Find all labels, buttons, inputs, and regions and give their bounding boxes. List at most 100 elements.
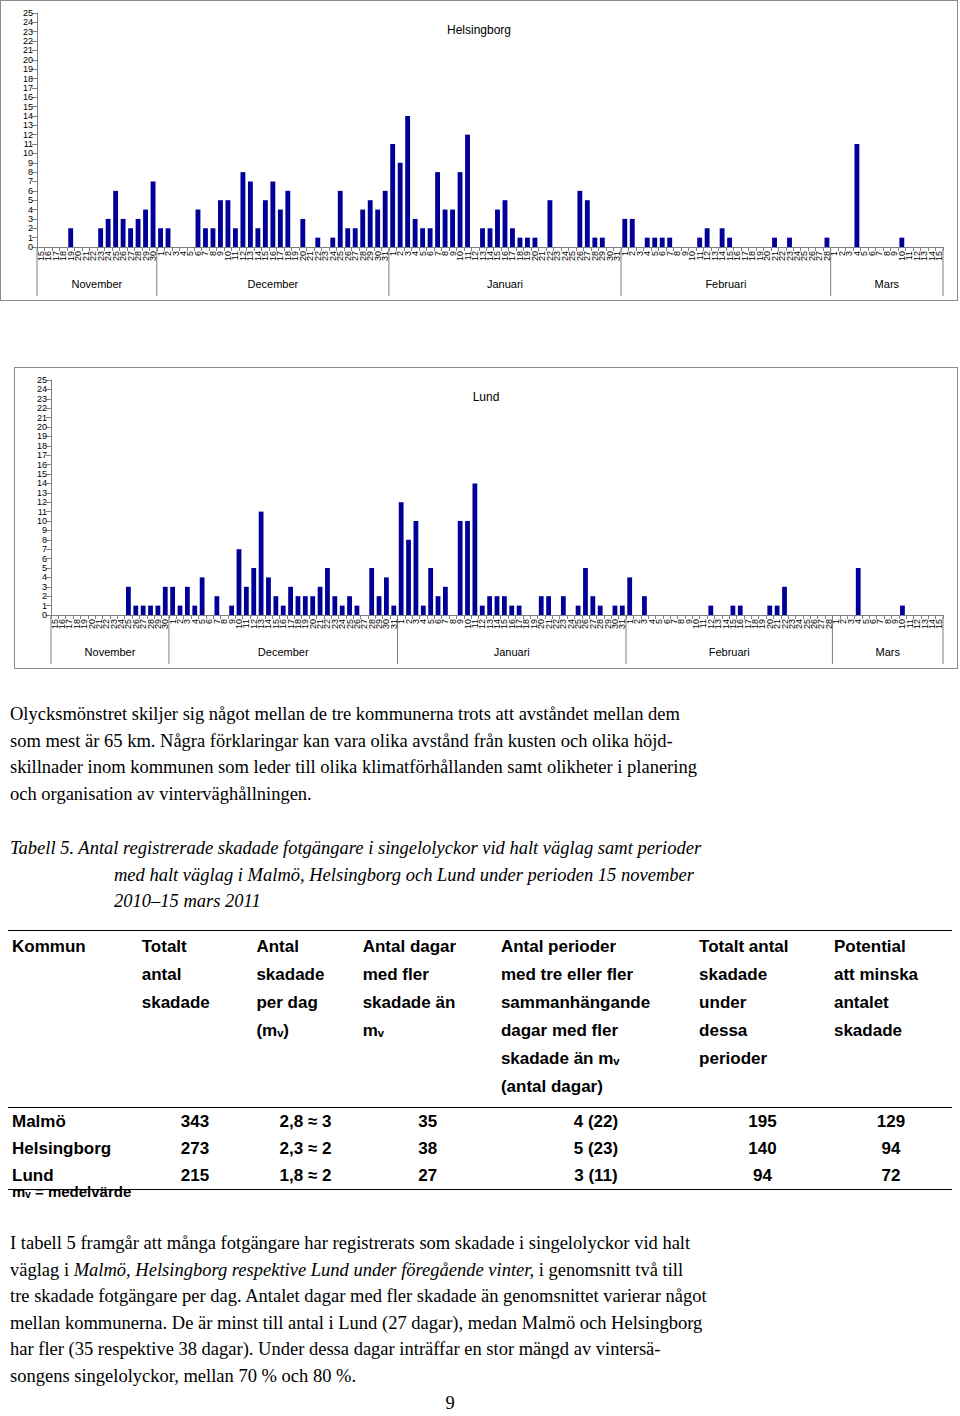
svg-text:22: 22 xyxy=(37,403,47,413)
svg-text:Januari: Januari xyxy=(487,278,523,290)
html-text:per dag: per dag xyxy=(256,993,318,1012)
html-text:mellan kommunerna. De är minst: mellan kommunerna. De är minst till anta… xyxy=(10,1312,703,1333)
html-text:(mᵥ): (mᵥ) xyxy=(256,1021,289,1040)
html-text:under: under xyxy=(699,993,747,1012)
svg-text:November: November xyxy=(85,646,136,658)
html-text:har fler (35 respektive 38 dag: har fler (35 respektive 38 dagar). Under… xyxy=(10,1339,661,1359)
html-text:skadade: skadade xyxy=(699,965,768,984)
svg-text:December: December xyxy=(247,278,298,290)
svg-text:11: 11 xyxy=(24,139,33,149)
html-text:Totalt antal: Totalt antal xyxy=(699,937,789,956)
svg-text:December: December xyxy=(258,646,309,658)
html-text:med fler: med fler xyxy=(362,965,429,984)
svg-text:16: 16 xyxy=(37,460,47,470)
svg-text:17: 17 xyxy=(37,450,47,460)
svg-text:4: 4 xyxy=(42,572,47,582)
html-text:Antal: Antal xyxy=(256,937,299,956)
svg-text:6: 6 xyxy=(28,186,33,196)
svg-text:Mars: Mars xyxy=(875,278,900,290)
svg-text:Januari: Januari xyxy=(494,646,530,658)
html-text:och organisation av vintervägh: och organisation av vinterväghållningen. xyxy=(10,783,312,804)
svg-text:11: 11 xyxy=(38,507,47,517)
html-text:songens singelolyckor, mellan: songens singelolyckor, mellan 70 % och 8… xyxy=(10,1365,357,1386)
svg-text:22: 22 xyxy=(23,36,33,46)
svg-text:November: November xyxy=(72,278,123,290)
svg-text:18: 18 xyxy=(37,441,47,451)
svg-text:1: 1 xyxy=(42,601,47,611)
html-text:Antal perioder: Antal perioder xyxy=(500,937,617,956)
svg-text:25: 25 xyxy=(37,375,47,385)
svg-text:15: 15 xyxy=(37,469,47,479)
svg-text:13: 13 xyxy=(23,120,33,130)
html-text:antal: antal xyxy=(141,965,182,984)
html-text:2010–15 mars 2011: 2010–15 mars 2011 xyxy=(114,891,261,911)
html-text:med halt väglag i Malmö, Helsi: med halt väglag i Malmö, Helsingborg och… xyxy=(114,864,694,885)
svg-text:7: 7 xyxy=(42,544,47,554)
html-text:väglag i Malmö, Helsingborg re: väglag i Malmö, Helsingborg respektive L… xyxy=(10,1259,684,1280)
svg-text:7: 7 xyxy=(28,176,33,186)
svg-text:0: 0 xyxy=(28,242,33,252)
svg-text:4: 4 xyxy=(28,205,33,215)
svg-text:10: 10 xyxy=(37,516,47,526)
svg-text:15: 15 xyxy=(23,102,33,112)
svg-text:1: 1 xyxy=(28,233,33,243)
html-text:skadade: skadade xyxy=(141,993,210,1012)
html-text:skadade än mᵥ: skadade än mᵥ xyxy=(500,1049,620,1068)
svg-text:6: 6 xyxy=(42,554,47,564)
svg-text:20: 20 xyxy=(37,422,47,432)
html-text:skadade: skadade xyxy=(256,965,325,984)
svg-text:23: 23 xyxy=(23,27,33,37)
svg-text:9: 9 xyxy=(42,525,47,535)
html-text:tre skadade fotgängare per dag: tre skadade fotgängare per dag. Antalet … xyxy=(10,1286,707,1306)
svg-text:16: 16 xyxy=(23,92,33,102)
html-text:Totalt: Totalt xyxy=(141,937,187,956)
svg-text:18: 18 xyxy=(23,74,33,84)
html-text:som mest är 65 km. Några förkl: som mest är 65 km. Några förklaringar ka… xyxy=(10,730,673,751)
svg-text:5: 5 xyxy=(28,195,33,205)
svg-text:21: 21 xyxy=(23,45,33,55)
svg-text:21: 21 xyxy=(37,413,47,423)
svg-text:Februari: Februari xyxy=(709,646,750,658)
svg-text:15: 15 xyxy=(934,251,944,261)
svg-text:15: 15 xyxy=(934,619,944,629)
svg-text:14: 14 xyxy=(37,478,47,488)
svg-text:3: 3 xyxy=(42,582,47,592)
html-text:Tabell 5. Antal registrerade s: Tabell 5. Antal registrerade skadade fot… xyxy=(10,838,702,858)
html-text:Olycksmönstret skiljer sig någ: Olycksmönstret skiljer sig något mellan … xyxy=(10,704,680,724)
svg-text:17: 17 xyxy=(23,83,33,93)
html-text:Antal dagar: Antal dagar xyxy=(362,937,457,956)
svg-text:23: 23 xyxy=(37,394,47,404)
svg-text:20: 20 xyxy=(23,55,33,65)
svg-text:2: 2 xyxy=(42,591,47,601)
svg-text:13: 13 xyxy=(37,488,47,498)
svg-text:8: 8 xyxy=(42,535,47,545)
svg-text:5: 5 xyxy=(42,563,47,573)
svg-text:2: 2 xyxy=(28,223,33,233)
svg-text:24: 24 xyxy=(37,384,47,394)
svg-text:14: 14 xyxy=(23,111,33,121)
svg-text:10: 10 xyxy=(23,148,33,158)
svg-text:0: 0 xyxy=(42,610,47,620)
html-text:mᵥ: mᵥ xyxy=(362,1021,384,1040)
svg-text:3: 3 xyxy=(28,214,33,224)
html-text:sammanhängande: sammanhängande xyxy=(500,993,651,1012)
html-text:skillnader inom kommunen som l: skillnader inom kommunen som leder till … xyxy=(10,757,697,777)
svg-text:Helsingborg: Helsingborg xyxy=(447,23,511,37)
svg-text:8: 8 xyxy=(28,167,33,177)
svg-text:Lund: Lund xyxy=(473,390,500,404)
svg-text:Februari: Februari xyxy=(705,278,746,290)
svg-text:12: 12 xyxy=(23,130,33,140)
html-text:(antal dagar): (antal dagar) xyxy=(500,1077,603,1096)
html-text:Kommun: Kommun xyxy=(12,937,86,956)
svg-text:25: 25 xyxy=(23,8,33,18)
html-text:skadade än: skadade än xyxy=(362,993,456,1012)
html-text:med tre eller fler: med tre eller fler xyxy=(500,965,634,984)
svg-text:24: 24 xyxy=(23,17,33,27)
html-text:I tabell 5 framgår att många f: I tabell 5 framgår att många fotgängare … xyxy=(10,1233,691,1253)
svg-text:19: 19 xyxy=(23,64,33,74)
svg-text:19: 19 xyxy=(37,431,47,441)
svg-text:12: 12 xyxy=(37,497,47,507)
svg-text:9: 9 xyxy=(28,158,33,168)
html-text:dagar med fler: dagar med fler xyxy=(500,1021,618,1040)
svg-text:Mars: Mars xyxy=(875,646,900,658)
